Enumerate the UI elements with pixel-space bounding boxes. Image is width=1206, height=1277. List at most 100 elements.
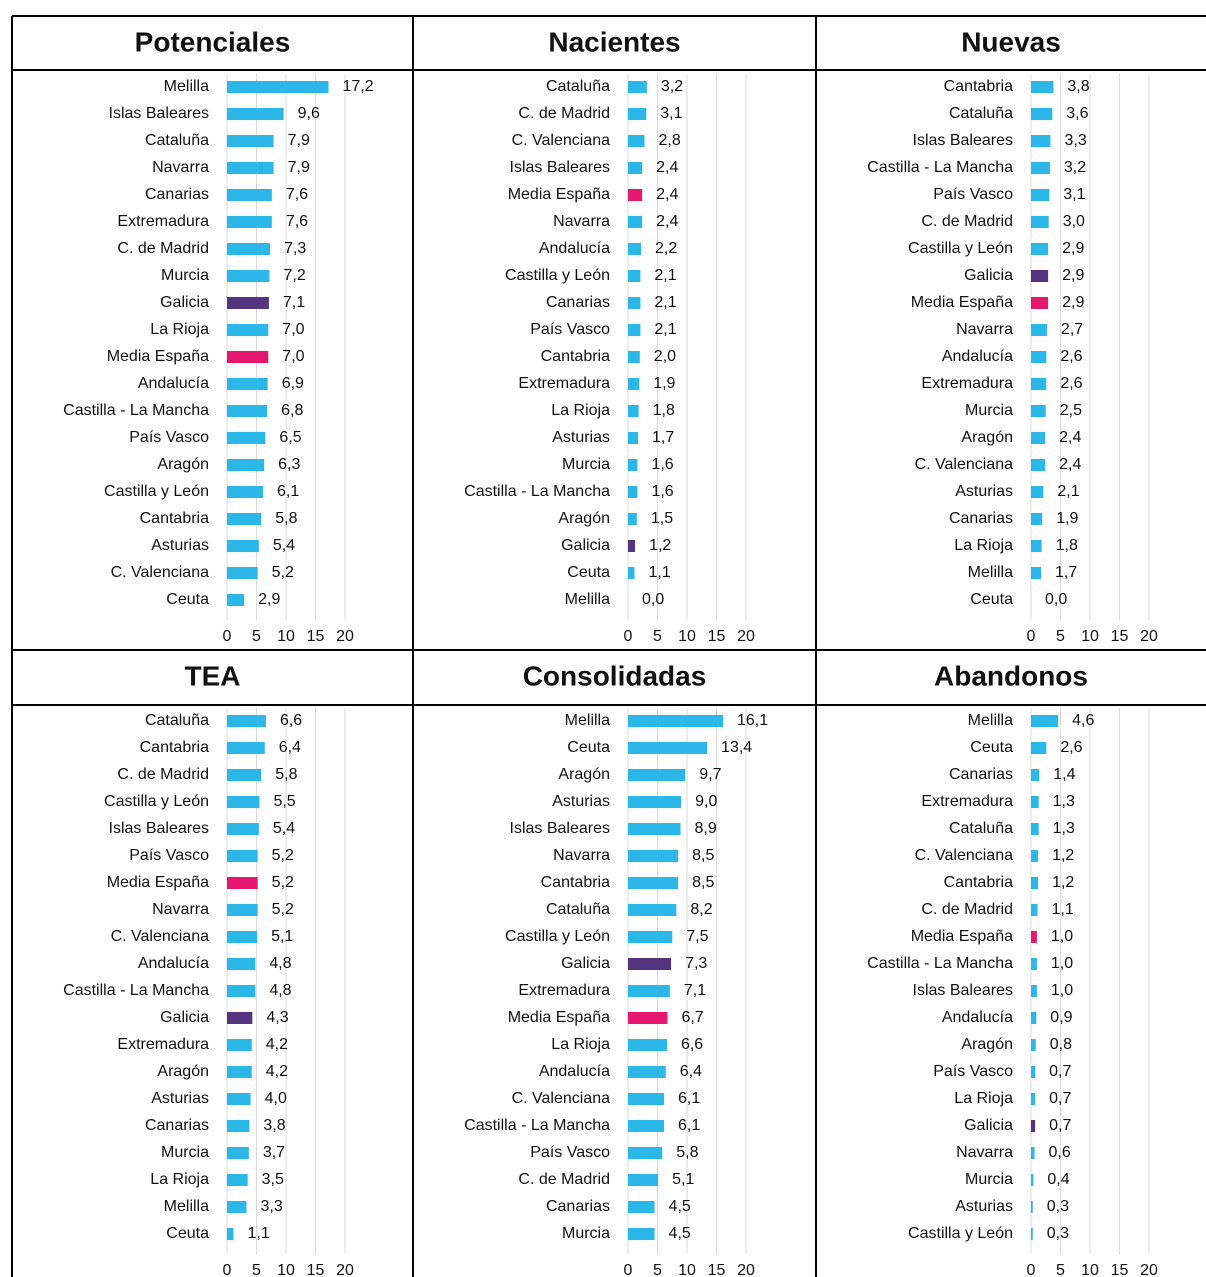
value-label: 7,1 — [283, 294, 305, 311]
value-label: 5,8 — [275, 510, 297, 527]
value-label: 4,2 — [266, 1063, 288, 1080]
value-label: 9,7 — [699, 766, 721, 783]
x-tick-label: 5 — [1056, 1262, 1065, 1277]
category-label: C. de Madrid — [518, 1171, 610, 1188]
category-label: Murcia — [965, 402, 1013, 419]
category-label: Castilla y León — [104, 483, 209, 500]
bar — [227, 405, 268, 417]
value-label: 4,8 — [269, 955, 291, 972]
bar — [628, 985, 670, 997]
x-tick-label: 20 — [336, 1262, 354, 1277]
value-label: 8,5 — [692, 847, 714, 864]
x-tick-label: 5 — [252, 628, 261, 645]
bar — [227, 243, 271, 255]
value-label: 2,4 — [656, 186, 678, 203]
value-label: 2,9 — [1062, 240, 1084, 257]
value-label: 6,7 — [682, 1009, 704, 1026]
category-label: Aragón — [157, 456, 209, 473]
category-label: C. de Madrid — [518, 105, 610, 122]
value-label: 5,8 — [676, 1144, 698, 1161]
bar — [628, 1147, 663, 1159]
bar — [227, 486, 263, 498]
value-label: 7,0 — [282, 321, 304, 338]
category-label: Aragón — [157, 1063, 209, 1080]
category-label: Murcia — [562, 1225, 610, 1242]
category-label: Media España — [911, 294, 1013, 311]
category-label: Cantabria — [541, 874, 610, 891]
category-label: Aragón — [961, 1036, 1013, 1053]
category-label: Murcia — [965, 1171, 1013, 1188]
bar — [227, 1066, 252, 1078]
x-tick-label: 15 — [307, 1262, 325, 1277]
category-label: Melilla — [968, 564, 1013, 581]
bar — [1031, 540, 1042, 552]
bar — [227, 216, 272, 228]
category-label: Ceuta — [970, 591, 1013, 608]
x-tick-label: 10 — [1081, 628, 1099, 645]
bar — [1031, 769, 1040, 781]
value-label: 1,0 — [1051, 955, 1073, 972]
bar — [628, 1174, 659, 1186]
category-label: Melilla — [164, 78, 209, 95]
bar — [1031, 1174, 1034, 1186]
category-label: Cataluña — [546, 78, 610, 95]
x-tick-label: 20 — [1140, 628, 1158, 645]
bar — [227, 270, 270, 282]
value-label: 0,7 — [1049, 1090, 1071, 1107]
value-label: 2,6 — [1060, 739, 1082, 756]
bar — [227, 81, 329, 93]
category-label: Ceuta — [166, 591, 209, 608]
category-label: La Rioja — [150, 321, 209, 338]
value-label: 3,7 — [263, 1144, 285, 1161]
bar — [628, 270, 641, 282]
bar — [628, 958, 672, 970]
value-label: 0,7 — [1049, 1063, 1071, 1080]
bar — [628, 351, 640, 363]
value-label: 2,1 — [654, 267, 676, 284]
value-label: 1,6 — [651, 456, 673, 473]
value-label: 1,9 — [653, 375, 675, 392]
category-label: Castilla - La Mancha — [464, 1117, 610, 1134]
category-label: Navarra — [152, 159, 209, 176]
category-label: País Vasco — [530, 321, 610, 338]
value-label: 5,4 — [273, 537, 295, 554]
bar — [628, 850, 679, 862]
bar — [628, 904, 677, 916]
value-label: 1,7 — [1055, 564, 1077, 581]
value-label: 7,3 — [284, 240, 306, 257]
bar — [227, 513, 262, 525]
bar — [1031, 1039, 1036, 1051]
bar — [1031, 1012, 1037, 1024]
bar — [227, 742, 265, 754]
category-label: Canarias — [546, 1198, 610, 1215]
bar — [227, 162, 274, 174]
value-label: 2,8 — [659, 132, 681, 149]
bar — [628, 540, 636, 552]
value-label: 2,5 — [1060, 402, 1082, 419]
category-label: La Rioja — [954, 537, 1013, 554]
bar — [628, 931, 673, 943]
bar — [227, 850, 258, 862]
value-label: 7,6 — [286, 186, 308, 203]
value-label: 2,0 — [654, 348, 676, 365]
x-tick-label: 10 — [277, 628, 295, 645]
value-label: 7,9 — [288, 132, 310, 149]
bar — [1031, 297, 1049, 309]
bar — [227, 1039, 252, 1051]
x-tick-label: 20 — [336, 628, 354, 645]
value-label: 2,6 — [1060, 348, 1082, 365]
value-label: 4,0 — [265, 1090, 287, 1107]
value-label: 1,0 — [1051, 928, 1073, 945]
bar — [628, 486, 638, 498]
value-label: 1,1 — [648, 564, 670, 581]
value-label: 3,3 — [260, 1198, 282, 1215]
bar — [1031, 81, 1054, 93]
x-tick-label: 0 — [1027, 628, 1036, 645]
category-label: Asturias — [151, 1090, 209, 1107]
value-label: 16,1 — [737, 712, 768, 729]
category-label: Islas Baleares — [109, 105, 210, 122]
value-label: 1,7 — [652, 429, 674, 446]
x-tick-label: 15 — [708, 1262, 726, 1277]
value-label: 3,1 — [1063, 186, 1085, 203]
value-label: 0,3 — [1047, 1198, 1069, 1215]
